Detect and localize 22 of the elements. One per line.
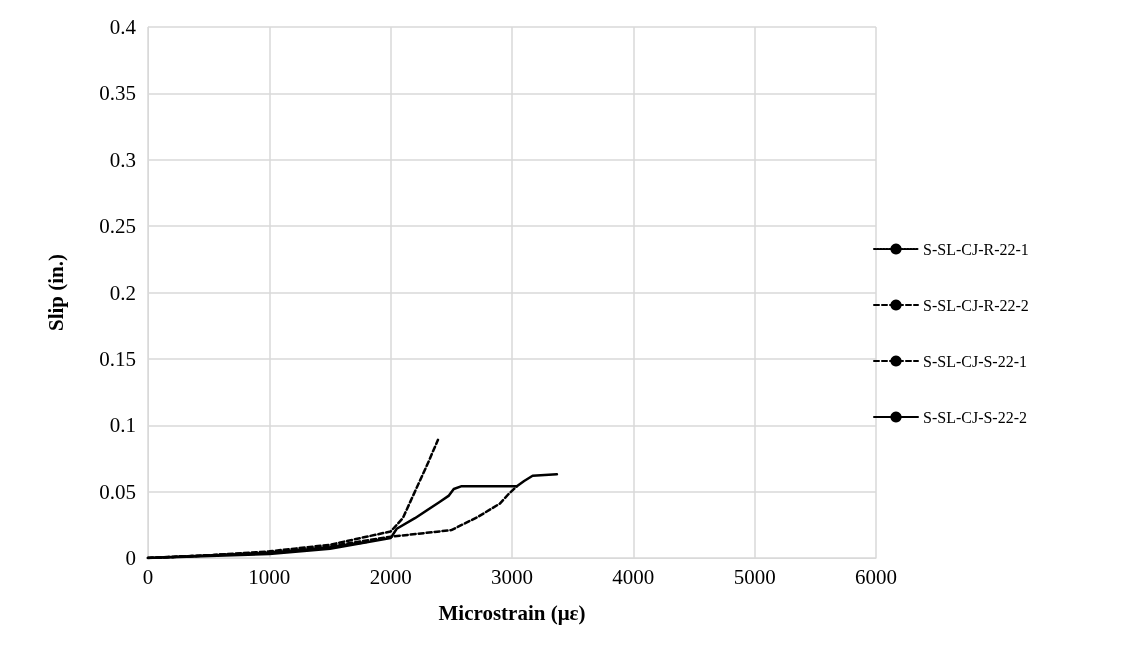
x-tick-label: 0 bbox=[142, 564, 154, 589]
legend-label: S-SL-CJ-S-22-2 bbox=[923, 408, 1028, 426]
y-tick-label: 0.4 bbox=[109, 15, 137, 39]
x-tick-label: 5000 bbox=[733, 564, 776, 589]
legend-label: S-SL-CJ-S-22-1 bbox=[923, 352, 1028, 370]
y-tick-label: 0.25 bbox=[99, 214, 136, 239]
x-tick-label: 4000 bbox=[612, 564, 655, 589]
legend-label: S-SL-CJ-R-22-1 bbox=[923, 240, 1029, 258]
y-tick-label: 0.1 bbox=[109, 413, 136, 438]
y-tick-label: 0 bbox=[125, 546, 136, 570]
x-axis-title: Microstrain (με) bbox=[438, 600, 586, 625]
x-tick-label: 3000 bbox=[491, 564, 533, 589]
y-tick-label: 0.35 bbox=[99, 81, 136, 106]
x-tick-label: 2000 bbox=[369, 564, 412, 589]
legend-label: S-SL-CJ-R-22-2 bbox=[923, 296, 1029, 314]
y-tick-label: 0.05 bbox=[99, 479, 136, 504]
y-tick-label: 0.3 bbox=[109, 147, 136, 172]
y-axis-title: Slip (in.) bbox=[43, 253, 68, 332]
y-tick-label: 0.15 bbox=[99, 346, 136, 371]
x-tick-label: 1000 bbox=[248, 564, 291, 589]
y-tick-label: 0.2 bbox=[109, 280, 136, 305]
x-tick-label: 6000 bbox=[855, 564, 897, 589]
